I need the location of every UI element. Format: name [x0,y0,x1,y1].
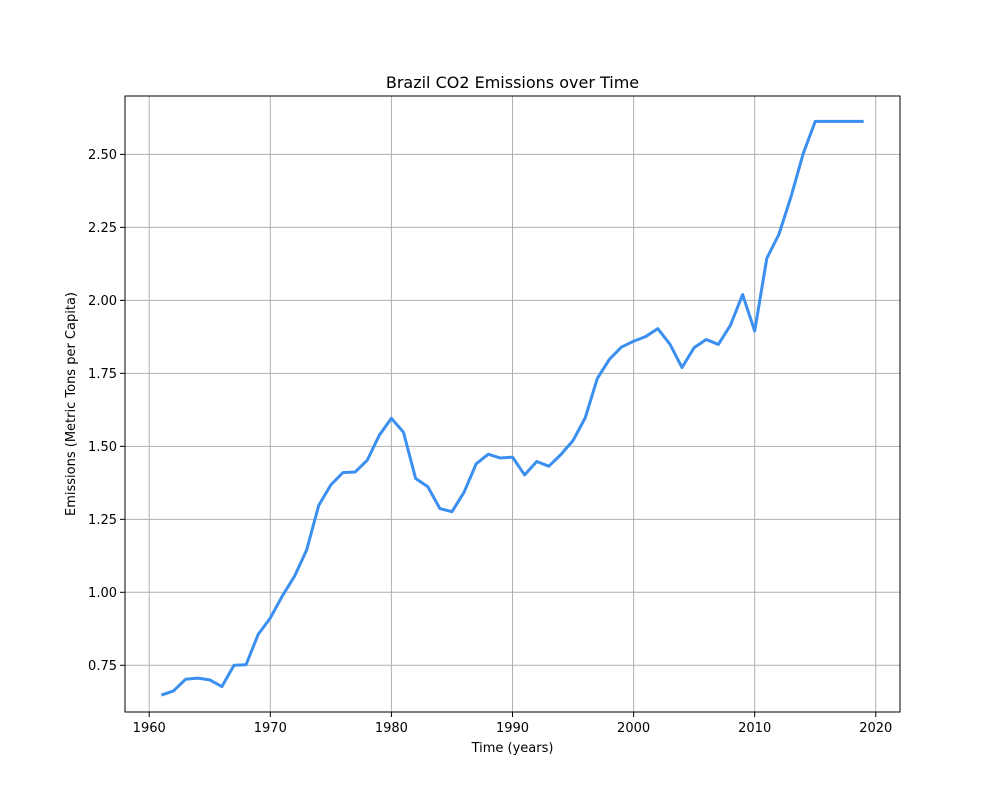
y-tick-label: 1.50 [88,440,117,455]
y-tick-label: 2.00 [88,294,117,309]
x-tick-label: 1980 [375,721,408,736]
x-tick-label: 2000 [617,721,650,736]
y-tick-label: 0.75 [88,659,117,674]
x-tick-label: 2010 [738,721,771,736]
grid-lines [125,96,900,712]
x-tick-label: 1970 [254,721,287,736]
y-tick-label: 1.75 [88,367,117,382]
x-tick-label: 1960 [133,721,166,736]
y-tick-label: 1.00 [88,586,117,601]
x-tick-label: 1990 [496,721,529,736]
y-axis-label: Emissions (Metric Tons per Capita) [64,292,79,516]
emissions-series-line [160,119,864,697]
chart-title: Brazil CO2 Emissions over Time [386,73,639,92]
axis-ticks: 1960 1970 1980 1990 2000 2010 2020 0.75 1.00 1.25… [88,148,892,736]
y-tick-label: 2.50 [88,148,117,163]
y-tick-label: 1.25 [88,513,117,528]
y-tick-label: 2.25 [88,221,117,236]
x-tick-label: 2020 [859,721,892,736]
x-axis-label: Time (years) [471,741,554,756]
series-layer [160,119,864,697]
